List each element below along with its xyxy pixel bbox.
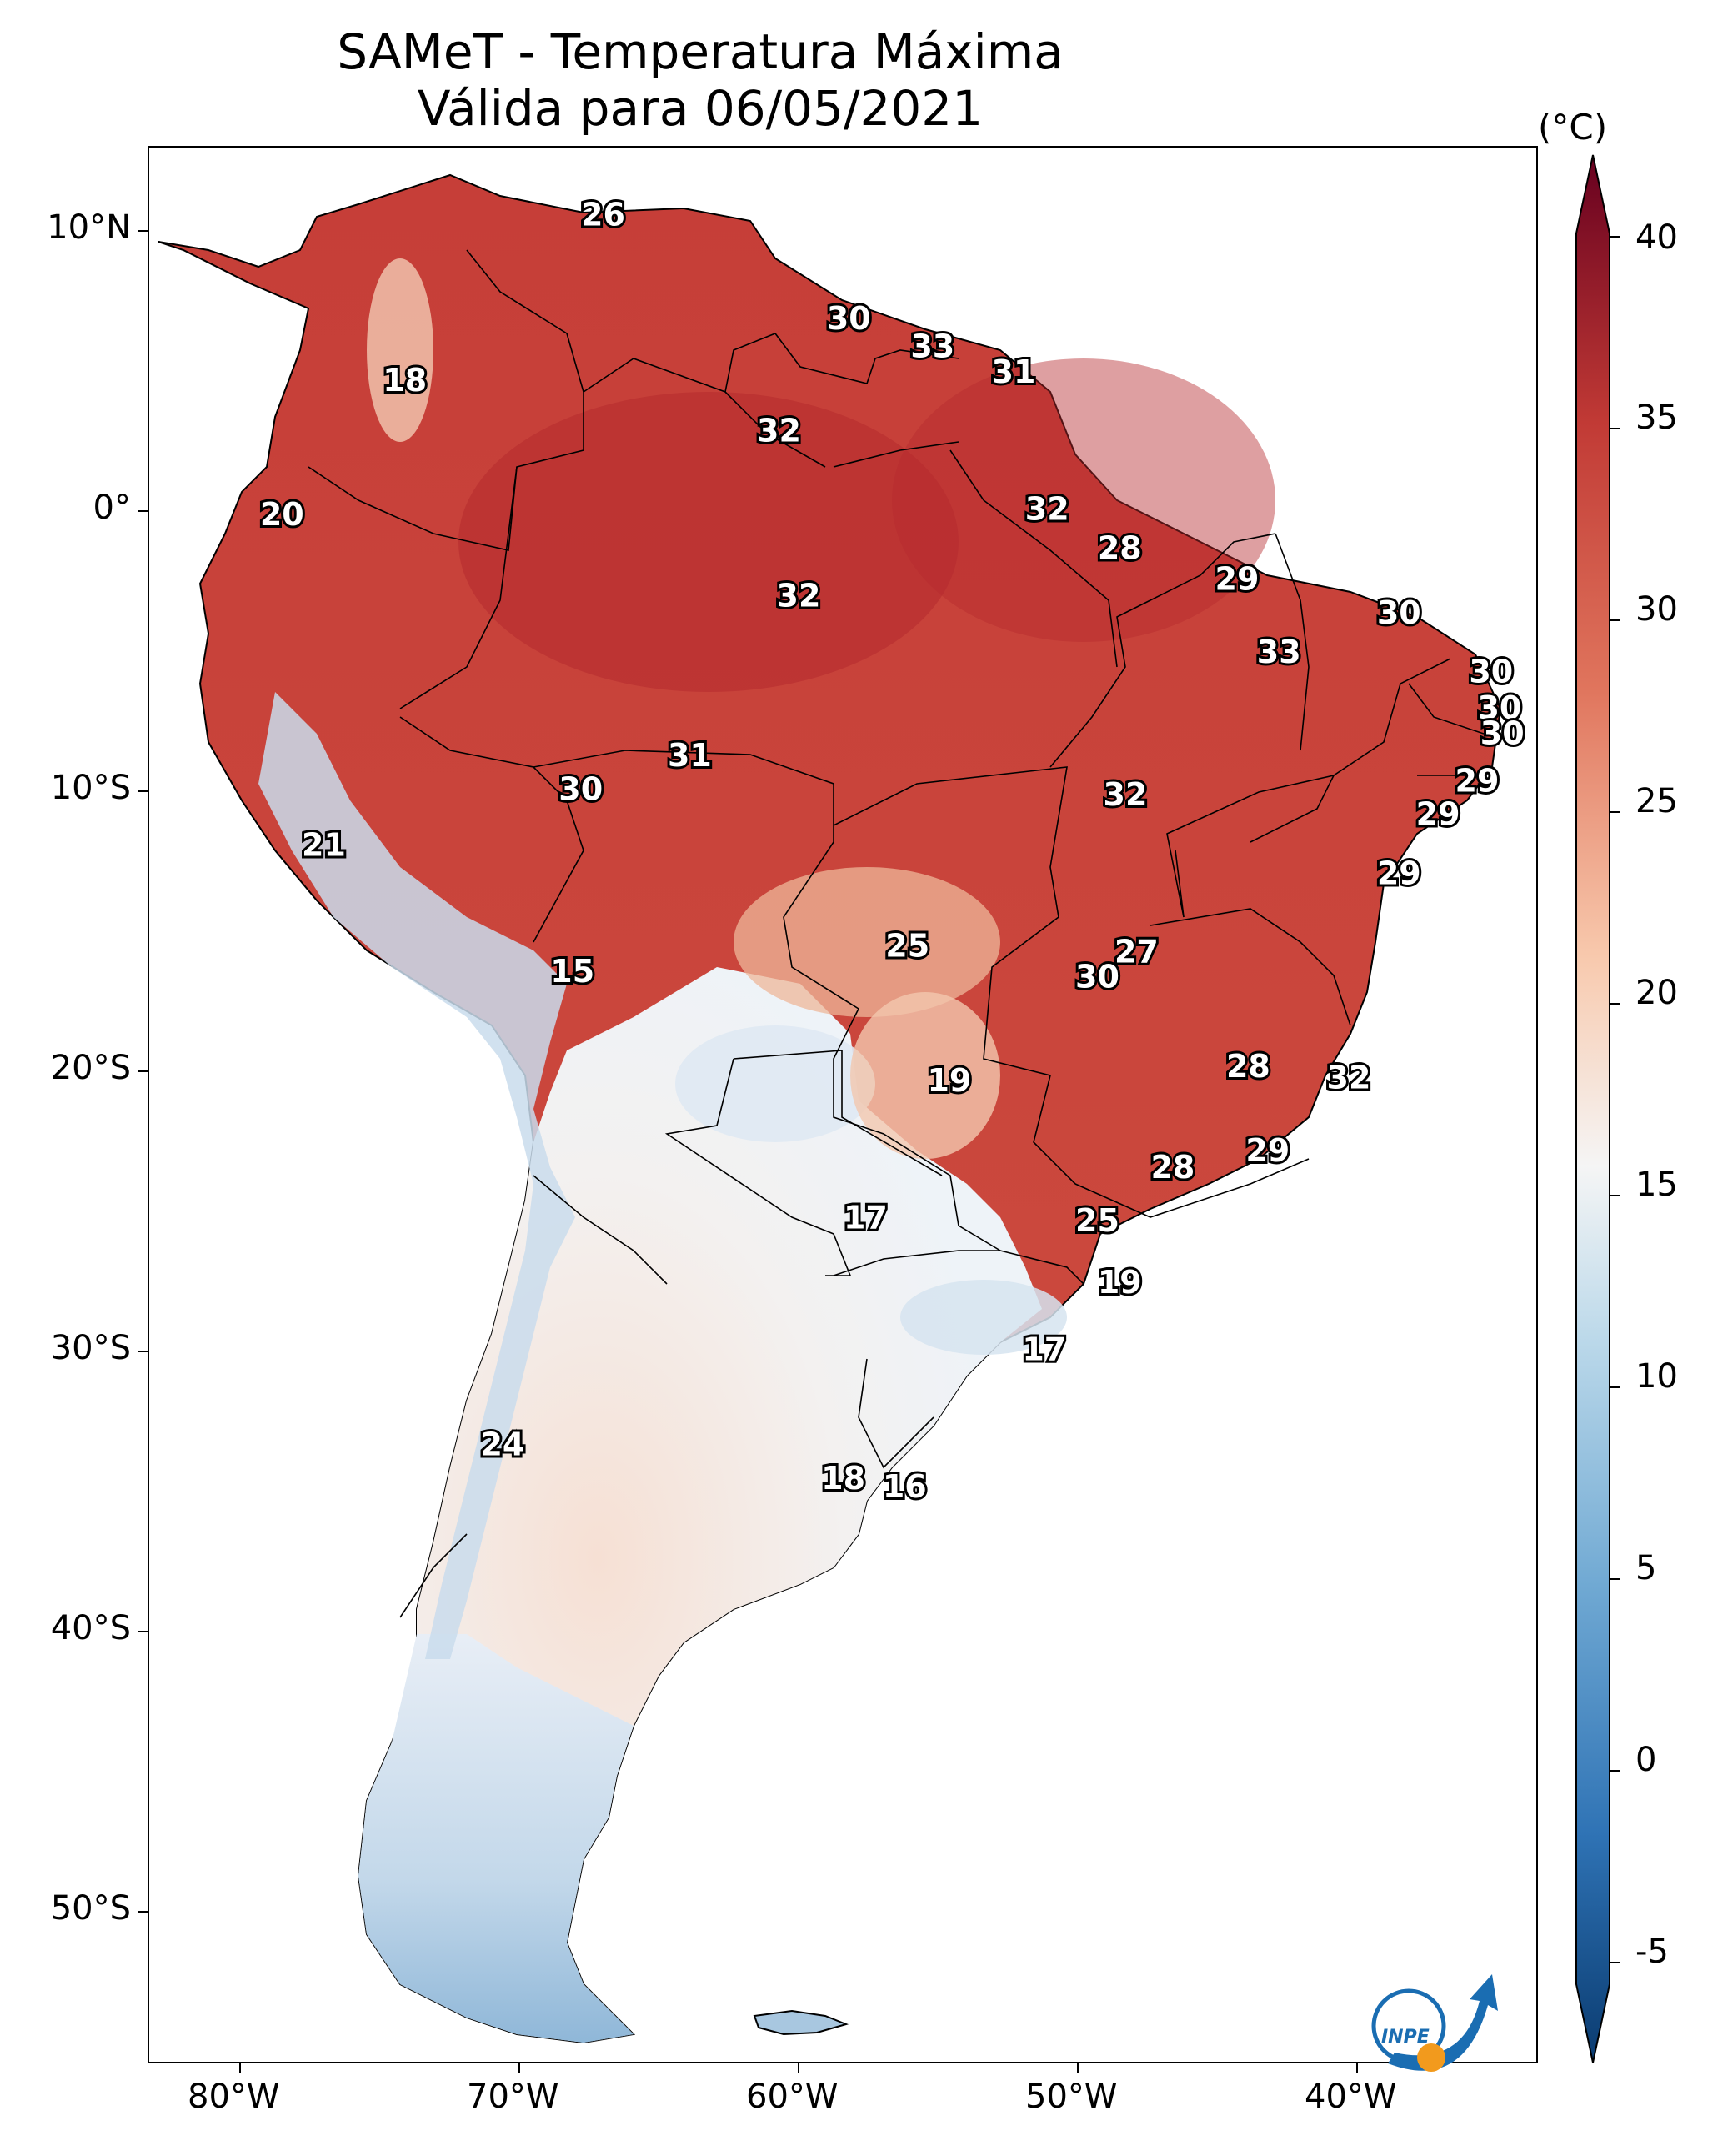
andes-cool-strip xyxy=(258,692,575,1659)
lon-label-70w: 70°W xyxy=(467,2078,559,2116)
city-temperature-label: 20 xyxy=(260,496,304,533)
city-temperature-label: 31 xyxy=(668,737,712,774)
colorbar-tick-25: 25 xyxy=(1635,782,1678,820)
city-temperature-label: 19 xyxy=(1098,1264,1142,1301)
lat-label-30s: 30°S xyxy=(50,1329,131,1367)
city-temperature-label: 27 xyxy=(1114,933,1159,970)
lat-label-10s: 10°S xyxy=(50,769,131,807)
city-temperature-label: 29 xyxy=(1416,796,1460,833)
map-title-line1: SAMeT - Temperatura Máxima xyxy=(337,23,1064,80)
city-temperature-label: 32 xyxy=(1104,776,1148,813)
city-temperature-label: 28 xyxy=(1150,1149,1195,1186)
city-temperature-label: 33 xyxy=(910,328,954,365)
colorbar-tick-30: 30 xyxy=(1635,590,1678,629)
city-temperature-label: 29 xyxy=(1245,1132,1290,1169)
city-temperature-label: 30 xyxy=(1477,689,1521,726)
city-temperature-label: 30 xyxy=(1377,594,1421,631)
colorbar-tick-15: 15 xyxy=(1635,1166,1678,1204)
chaco-cool-patch xyxy=(675,1025,875,1142)
logo-swoosh-icon xyxy=(1388,1974,1498,2071)
lon-label-60w: 60°W xyxy=(746,2078,839,2116)
inpe-logo: INPE xyxy=(1371,1974,1498,2072)
colorbar-tick-35: 35 xyxy=(1635,399,1678,437)
continent-shading xyxy=(158,173,1502,2044)
city-temperature-label: 15 xyxy=(550,953,594,990)
colorbar-ticks xyxy=(1610,236,1620,1963)
city-temperature-label: 25 xyxy=(1075,1202,1119,1239)
lon-label-50w: 50°W xyxy=(1025,2078,1118,2116)
city-temperature-label: 30 xyxy=(1469,653,1513,689)
lon-label-80w: 80°W xyxy=(188,2078,280,2116)
city-temperature-label: 28 xyxy=(1226,1048,1270,1085)
city-temperature-label: 32 xyxy=(1327,1060,1371,1096)
city-temperature-label: 21 xyxy=(302,827,346,864)
city-temperature-label: 18 xyxy=(383,362,427,399)
city-temperature-label: 33 xyxy=(1257,634,1301,670)
city-temperature-label: 30 xyxy=(558,771,603,808)
city-temperature-label: 31 xyxy=(992,353,1036,390)
city-temperature-label: 17 xyxy=(844,1200,888,1236)
falkland-islands xyxy=(753,2009,849,2036)
andes-north-cool-patch xyxy=(367,258,433,442)
lat-label-0: 0° xyxy=(93,489,131,527)
country-borders xyxy=(308,249,1485,1618)
city-temperature-label: 30 xyxy=(1480,714,1525,751)
mato-grosso-sul-patch xyxy=(850,992,1000,1159)
logo-text: INPE xyxy=(1381,2027,1430,2048)
colorbar-tick-0: 0 xyxy=(1635,1741,1657,1779)
city-temperature-label: 32 xyxy=(1025,491,1069,528)
lon-label-40w: 40°W xyxy=(1305,2078,1397,2116)
colorbar-body xyxy=(1575,154,1610,2063)
central-brazil-warm-patch xyxy=(734,867,1000,1017)
north-hot-patch xyxy=(892,358,1275,642)
city-temperature-label: 17 xyxy=(1022,1331,1066,1368)
lat-label-20s: 20°S xyxy=(50,1049,131,1087)
city-temperature-label: 29 xyxy=(1455,762,1500,799)
city-temperature-label: 25 xyxy=(885,928,929,965)
city-temperature-label: 28 xyxy=(1098,530,1142,567)
map-title-line2: Válida para 06/05/2021 xyxy=(417,80,984,137)
lat-label-50s: 50°S xyxy=(50,1889,131,1928)
city-temperature-label: 29 xyxy=(1215,561,1260,598)
colorbar-tick-5: 5 xyxy=(1635,1549,1657,1587)
city-temperature-label: 19 xyxy=(927,1062,971,1099)
amazon-hot-patch xyxy=(458,392,959,692)
logo-sun-icon xyxy=(1417,2043,1445,2072)
city-temperature-label: 32 xyxy=(777,578,821,614)
south-brazil-cool-patch xyxy=(900,1280,1067,1355)
city-temperature-label: 24 xyxy=(480,1426,524,1463)
city-temperature-label: 29 xyxy=(1377,855,1421,891)
lat-label-10n: 10°N xyxy=(47,208,131,247)
colorbar-tick-10: 10 xyxy=(1635,1357,1678,1396)
colorbar-tick-minus5: -5 xyxy=(1635,1933,1669,1971)
city-temperature-label: 30 xyxy=(827,300,871,337)
patagonia-region xyxy=(358,1634,634,2043)
city-temperature-label: 16 xyxy=(883,1468,927,1505)
city-temperature-label: 18 xyxy=(821,1460,865,1497)
colorbar-tick-40: 40 xyxy=(1635,218,1678,257)
colorbar-tick-20: 20 xyxy=(1635,974,1678,1012)
lat-label-40s: 40°S xyxy=(50,1609,131,1647)
axis-ticks xyxy=(138,230,1358,2073)
colorbar xyxy=(1575,154,1620,2063)
city-temperature-label: 26 xyxy=(581,197,625,233)
colorbar-unit: (°C) xyxy=(1538,107,1608,148)
city-temperature-label: 30 xyxy=(1075,959,1119,995)
city-temperature-label: 32 xyxy=(757,412,801,449)
